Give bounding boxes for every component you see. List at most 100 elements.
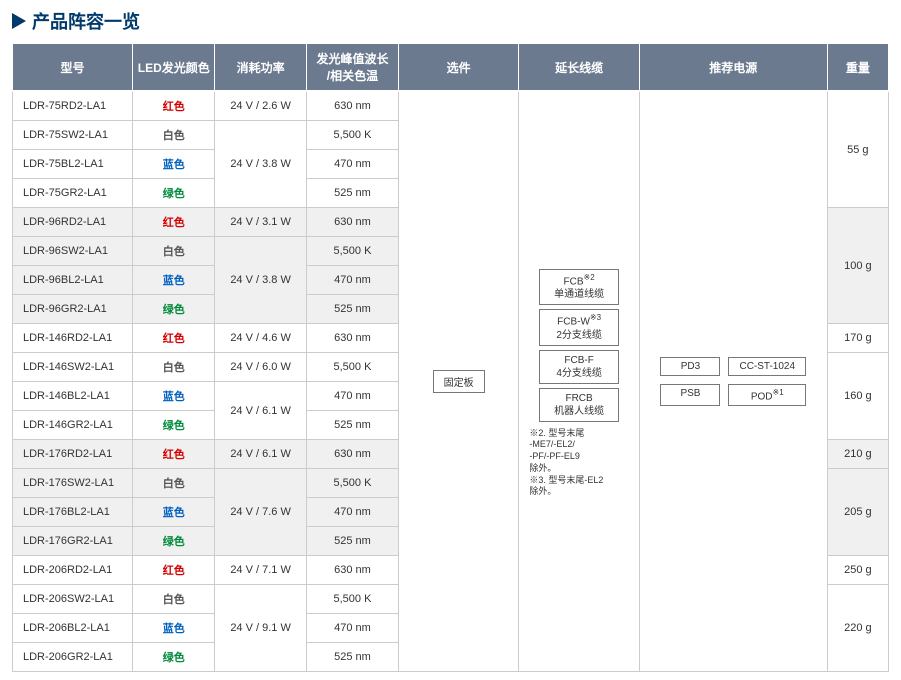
- power-box: PSB: [660, 384, 720, 406]
- weight-cell: 100 g: [827, 208, 888, 324]
- led-color-cell: 蓝色: [133, 614, 215, 643]
- power-box: CC-ST-1024: [728, 357, 806, 376]
- option-cell: 固定板: [398, 91, 518, 672]
- col-header-4: 选件: [398, 44, 518, 91]
- model-cell: LDR-75RD2-LA1: [13, 91, 133, 121]
- weight-cell: 160 g: [827, 353, 888, 440]
- weight-cell: 55 g: [827, 91, 888, 208]
- col-header-2: 消耗功率: [215, 44, 307, 91]
- power-cell: 24 V / 4.6 W: [215, 324, 307, 353]
- led-color-cell: 白色: [133, 353, 215, 382]
- model-cell: LDR-75BL2-LA1: [13, 150, 133, 179]
- led-color-cell: 红色: [133, 91, 215, 121]
- peak-cell: 525 nm: [307, 295, 399, 324]
- led-color-cell: 红色: [133, 324, 215, 353]
- col-header-3: 发光峰值波长/相关色温: [307, 44, 399, 91]
- power-box: PD3: [660, 357, 720, 376]
- led-color-cell: 白色: [133, 237, 215, 266]
- col-header-5: 延长线缆: [519, 44, 639, 91]
- peak-cell: 525 nm: [307, 179, 399, 208]
- option-box: 固定板: [433, 370, 485, 393]
- power-supply-cell: PD3 CC-ST-1024 PSB POD※1: [639, 91, 827, 672]
- power-cell: 24 V / 6.0 W: [215, 353, 307, 382]
- power-cell: 24 V / 6.1 W: [215, 382, 307, 440]
- power-cell: 24 V / 3.8 W: [215, 121, 307, 208]
- peak-cell: 470 nm: [307, 382, 399, 411]
- cable-box: FCB-F4分支线缆: [539, 350, 619, 384]
- cable-box: FRCB机器人线缆: [539, 388, 619, 422]
- page-title-row: 产品阵容一览: [12, 8, 889, 34]
- weight-cell: 250 g: [827, 556, 888, 585]
- led-color-cell: 蓝色: [133, 266, 215, 295]
- model-cell: LDR-176GR2-LA1: [13, 527, 133, 556]
- model-cell: LDR-96GR2-LA1: [13, 295, 133, 324]
- peak-cell: 525 nm: [307, 527, 399, 556]
- led-color-cell: 蓝色: [133, 382, 215, 411]
- led-color-cell: 绿色: [133, 527, 215, 556]
- peak-cell: 5,500 K: [307, 469, 399, 498]
- peak-cell: 470 nm: [307, 498, 399, 527]
- peak-cell: 630 nm: [307, 208, 399, 237]
- led-color-cell: 蓝色: [133, 150, 215, 179]
- led-color-cell: 绿色: [133, 411, 215, 440]
- cable-cell: FCB※2单通道线缆 FCB-W※32分支线缆 FCB-F4分支线缆 FRCB机器人线…: [519, 91, 639, 672]
- power-cell: 24 V / 2.6 W: [215, 91, 307, 121]
- weight-cell: 205 g: [827, 469, 888, 556]
- model-cell: LDR-176SW2-LA1: [13, 469, 133, 498]
- power-cell: 24 V / 3.1 W: [215, 208, 307, 237]
- table-header-row: 型号LED发光颜色消耗功率发光峰值波长/相关色温选件延长线缆推荐电源重量: [13, 44, 889, 91]
- led-color-cell: 绿色: [133, 295, 215, 324]
- weight-cell: 210 g: [827, 440, 888, 469]
- model-cell: LDR-96RD2-LA1: [13, 208, 133, 237]
- power-cell: 24 V / 6.1 W: [215, 440, 307, 469]
- peak-cell: 630 nm: [307, 556, 399, 585]
- peak-cell: 5,500 K: [307, 121, 399, 150]
- model-cell: LDR-75GR2-LA1: [13, 179, 133, 208]
- led-color-cell: 白色: [133, 585, 215, 614]
- peak-cell: 470 nm: [307, 266, 399, 295]
- model-cell: LDR-206RD2-LA1: [13, 556, 133, 585]
- power-box: POD※1: [728, 384, 806, 406]
- product-table: 型号LED发光颜色消耗功率发光峰值波长/相关色温选件延长线缆推荐电源重量 LDR…: [12, 44, 889, 672]
- power-cell: 24 V / 7.1 W: [215, 556, 307, 585]
- model-cell: LDR-206BL2-LA1: [13, 614, 133, 643]
- model-cell: LDR-75SW2-LA1: [13, 121, 133, 150]
- peak-cell: 630 nm: [307, 324, 399, 353]
- model-cell: LDR-176BL2-LA1: [13, 498, 133, 527]
- model-cell: LDR-146BL2-LA1: [13, 382, 133, 411]
- weight-cell: 220 g: [827, 585, 888, 672]
- led-color-cell: 蓝色: [133, 498, 215, 527]
- led-color-cell: 红色: [133, 556, 215, 585]
- model-cell: LDR-146GR2-LA1: [13, 411, 133, 440]
- peak-cell: 5,500 K: [307, 585, 399, 614]
- power-cell: 24 V / 7.6 W: [215, 469, 307, 556]
- cable-box: FCB※2单通道线缆: [539, 269, 619, 305]
- led-color-cell: 绿色: [133, 643, 215, 672]
- led-color-cell: 绿色: [133, 179, 215, 208]
- col-header-1: LED发光颜色: [133, 44, 215, 91]
- model-cell: LDR-96BL2-LA1: [13, 266, 133, 295]
- table-row: LDR-75RD2-LA1红色24 V / 2.6 W630 nm固定板FCB※…: [13, 91, 889, 121]
- weight-cell: 170 g: [827, 324, 888, 353]
- cable-box: FCB-W※32分支线缆: [539, 309, 619, 345]
- peak-cell: 525 nm: [307, 411, 399, 440]
- model-cell: LDR-206GR2-LA1: [13, 643, 133, 672]
- power-cell: 24 V / 9.1 W: [215, 585, 307, 672]
- led-color-cell: 红色: [133, 208, 215, 237]
- model-cell: LDR-146RD2-LA1: [13, 324, 133, 353]
- page-title: 产品阵容一览: [32, 8, 140, 34]
- peak-cell: 630 nm: [307, 440, 399, 469]
- peak-cell: 470 nm: [307, 614, 399, 643]
- peak-cell: 5,500 K: [307, 237, 399, 266]
- col-header-7: 重量: [827, 44, 888, 91]
- model-cell: LDR-146SW2-LA1: [13, 353, 133, 382]
- model-cell: LDR-96SW2-LA1: [13, 237, 133, 266]
- col-header-6: 推荐电源: [639, 44, 827, 91]
- cable-footnotes: ※2. 型号末尾-ME7/-EL2/-PF/-PF-EL9除外。※3. 型号末尾…: [523, 428, 634, 498]
- power-cell: 24 V / 3.8 W: [215, 237, 307, 324]
- peak-cell: 630 nm: [307, 91, 399, 121]
- title-arrow-icon: [12, 13, 26, 29]
- peak-cell: 5,500 K: [307, 353, 399, 382]
- model-cell: LDR-176RD2-LA1: [13, 440, 133, 469]
- led-color-cell: 红色: [133, 440, 215, 469]
